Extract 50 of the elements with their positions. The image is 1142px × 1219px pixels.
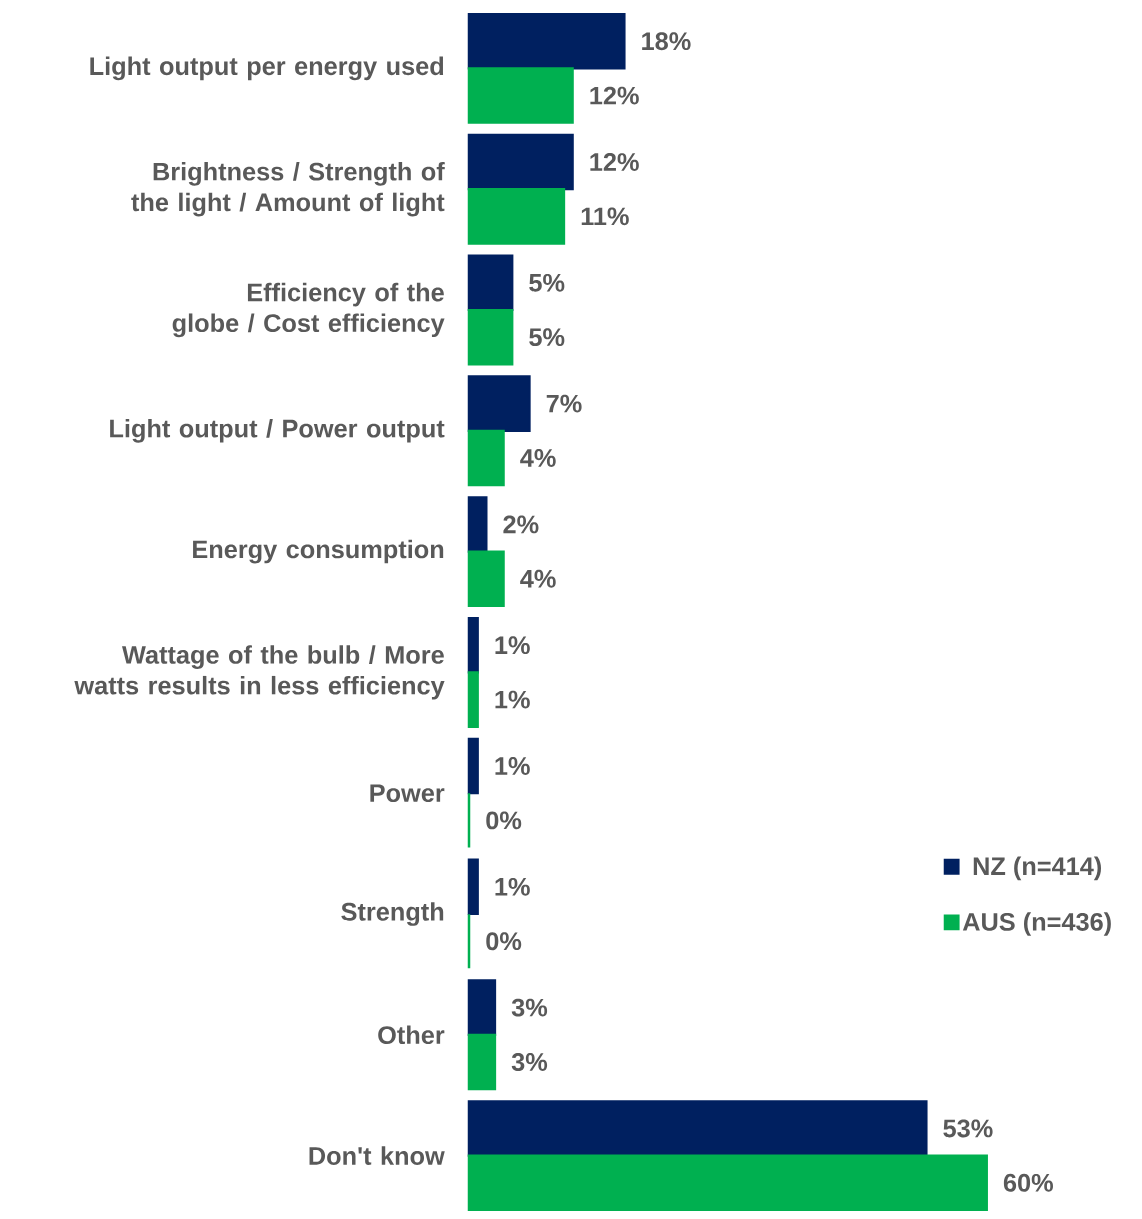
data-label: 4% <box>520 449 556 467</box>
y-tick-label: Power <box>370 784 445 803</box>
data-label: 60% <box>1003 1173 1053 1192</box>
bar <box>467 1100 928 1157</box>
y-tick-label: Efficiency of the globe / Cost efficiency <box>172 282 445 338</box>
bar <box>467 496 488 553</box>
bar <box>467 133 574 191</box>
data-label: 5% <box>529 328 565 347</box>
bar <box>467 737 479 795</box>
bar <box>467 1154 988 1212</box>
bar <box>467 550 505 608</box>
data-label: 4% <box>520 569 556 588</box>
legend-label: AUS (n=436) <box>962 912 1111 936</box>
data-label: 7% <box>546 394 582 413</box>
bar <box>467 12 626 70</box>
bar <box>467 67 574 124</box>
y-tick-label: Light output per energy used <box>90 56 444 81</box>
data-label: 53% <box>943 1119 993 1138</box>
bar <box>467 308 514 366</box>
bar <box>467 375 531 432</box>
y-tick-label: Don't know <box>309 1146 445 1165</box>
data-label: 1% <box>495 877 530 896</box>
data-label: 1% <box>495 757 530 775</box>
bar <box>467 979 497 1036</box>
data-label: 5% <box>529 273 565 292</box>
y-tick-label: Brightness / Strength of the light / Amount of light <box>131 161 445 217</box>
data-label: 3% <box>511 1053 548 1071</box>
y-tick-label: Light output / Power output <box>110 418 445 443</box>
bar <box>467 858 479 916</box>
bar <box>467 1033 497 1091</box>
y-tick-label: Strength <box>341 902 444 926</box>
bar <box>467 254 514 312</box>
data-label: 12% <box>590 153 639 171</box>
data-label: 0% <box>486 932 522 951</box>
y-tick-label: Other <box>378 1025 445 1045</box>
data-label: 12% <box>590 86 639 105</box>
bar <box>467 671 479 728</box>
data-label: 0% <box>486 811 522 830</box>
y-tick-label: Energy consumption <box>193 539 444 564</box>
bar <box>467 188 566 245</box>
data-label: 1% <box>495 690 530 709</box>
data-label: 11% <box>581 207 629 226</box>
legend-label: NZ (n=414) <box>973 856 1102 881</box>
data-label: 2% <box>503 515 539 534</box>
y-tick-label: Wattage of the bulb / More watts results in less efficiency <box>74 645 445 700</box>
data-label: 1% <box>495 636 530 655</box>
bar <box>467 429 505 487</box>
bar <box>467 616 479 674</box>
data-label: 3% <box>511 998 548 1017</box>
data-label: 18% <box>642 32 691 51</box>
